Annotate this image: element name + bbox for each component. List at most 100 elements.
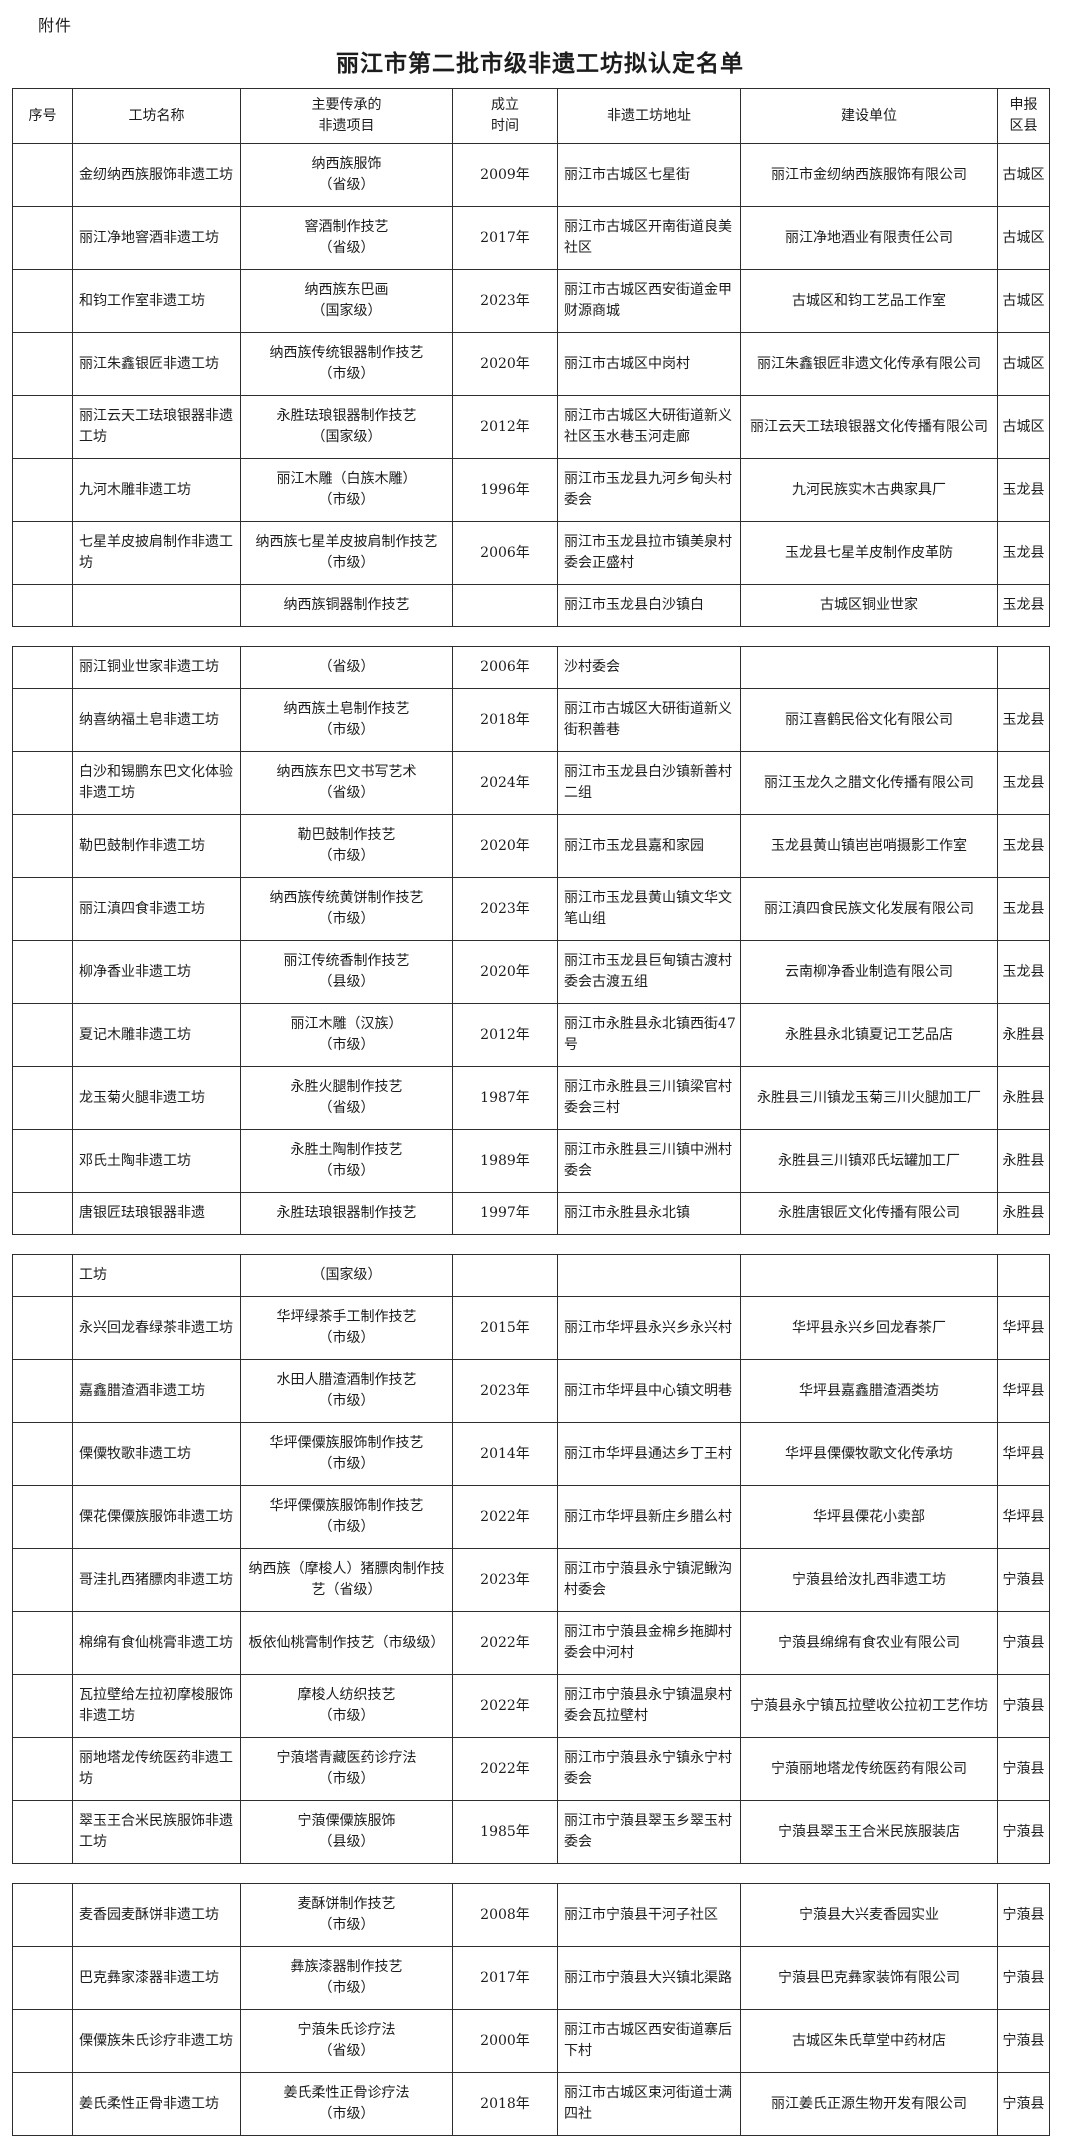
table-row: 工坊 （国家级） [12, 1254, 1050, 1297]
cell-county: 宁蒗县 [997, 1800, 1050, 1864]
cell-address: 丽江市宁蒗县金棉乡拖脚村委会中河村 [557, 1611, 741, 1675]
cell-founded-year: 1989年 [452, 1129, 558, 1193]
cell-heritage-item: 彝族漆器制作技艺 （市级） [240, 1946, 453, 2010]
cell-heritage-item: 纳西族东巴画 （国家级） [240, 269, 453, 333]
cell-builder: 丽江云天工珐琅银器文化传播有限公司 [740, 395, 998, 459]
cell-serial [12, 1611, 73, 1675]
cell-builder: 丽江市金纫纳西族服饰有限公司 [740, 143, 998, 207]
cell-heritage-item: 丽江木雕（白族木雕） （市级） [240, 458, 453, 522]
cell-serial [12, 1296, 73, 1360]
cell-county: 宁蒗县 [997, 2072, 1050, 2136]
cell-workshop-name: 白沙和锡鹏东巴文化体验非遗工坊 [72, 751, 241, 815]
cell-county [997, 1254, 1050, 1297]
cell-serial [12, 1674, 73, 1738]
cell-founded-year [452, 584, 558, 627]
cell-county: 宁蒗县 [997, 1674, 1050, 1738]
table-body: 金纫纳西族服饰非遗工坊 纳西族服饰 （省级） 2009年 丽江市古城区七星街 丽江市金纫… [12, 143, 1050, 627]
cell-founded-year: 1985年 [452, 1800, 558, 1864]
cell-county: 玉龙县 [997, 521, 1050, 585]
cell-founded-year: 2015年 [452, 1296, 558, 1360]
table-row: 丽地塔龙传统医药非遗工坊 宁蒗塔青藏医药诊疗法 （市级） 2022年 丽江市宁蒗县永宁… [12, 1737, 1050, 1801]
cell-county: 古城区 [997, 332, 1050, 396]
cell-county: 永胜县 [997, 1066, 1050, 1130]
cell-county: 玉龙县 [997, 584, 1050, 627]
column-header: 非遗工坊地址 [557, 88, 741, 144]
cell-heritage-item: 勒巴鼓制作技艺 （市级） [240, 814, 453, 878]
cell-heritage-item: （省级） [240, 646, 453, 689]
cell-county: 古城区 [997, 143, 1050, 207]
table-row: 姜氏柔性正骨非遗工坊 姜氏柔性正骨诊疗法 （市级） 2018年 丽江市古城区束河街道士… [12, 2072, 1050, 2136]
cell-address: 丽江市玉龙县白沙镇白 [557, 584, 741, 627]
cell-heritage-item: 纳西族（摩梭人）猪膘肉制作技艺（省级） [240, 1548, 453, 1612]
table-row: 翠玉王合米民族服饰非遗工坊 宁蒗傈僳族服饰 （县级） 1985年 丽江市宁蒗县翠玉乡翠… [12, 1800, 1050, 1864]
cell-workshop-name: 纳喜纳福土皂非遗工坊 [72, 688, 241, 752]
cell-serial [12, 1066, 73, 1130]
cell-county: 永胜县 [997, 1003, 1050, 1067]
cell-founded-year: 1997年 [452, 1192, 558, 1235]
cell-builder: 宁蒗丽地塔龙传统医药有限公司 [740, 1737, 998, 1801]
cell-builder: 玉龙县黄山镇岜岜哨摄影工作室 [740, 814, 998, 878]
cell-address: 丽江市玉龙县拉市镇美泉村委会正盛村 [557, 521, 741, 585]
cell-workshop-name: 丽江朱鑫银匠非遗工坊 [72, 332, 241, 396]
table-body: 丽江铜业世家非遗工坊 （省级） 2006年 沙村委会 纳喜纳福土皂非遗工坊 纳西族土皂制作… [12, 646, 1050, 1235]
cell-builder: 玉龙县七星羊皮制作皮革防 [740, 521, 998, 585]
cell-workshop-name: 傈僳族朱氏诊疗非遗工坊 [72, 2009, 241, 2073]
cell-county: 华坪县 [997, 1359, 1050, 1423]
cell-builder: 宁蒗县永宁镇瓦拉壁收公拉初工艺作坊 [740, 1674, 998, 1738]
cell-address: 丽江市玉龙县嘉和家园 [557, 814, 741, 878]
workshop-table: 麦香园麦酥饼非遗工坊 麦酥饼制作技艺 （市级） 2008年 丽江市宁蒗县干河子社区 宁蒗… [12, 1883, 1050, 2136]
cell-heritage-item: 永胜火腿制作技艺 （省级） [240, 1066, 453, 1130]
cell-heritage-item: 纳西族服饰 （省级） [240, 143, 453, 207]
cell-heritage-item: 华坪傈僳族服饰制作技艺 （市级） [240, 1485, 453, 1549]
cell-heritage-item: 华坪绿茶手工制作技艺 （市级） [240, 1296, 453, 1360]
table-row: 唐银匠珐琅银器非遗 永胜珐琅银器制作技艺 1997年 丽江市永胜县永北镇 永胜唐银匠文化… [12, 1192, 1050, 1235]
cell-workshop-name: 工坊 [72, 1254, 241, 1297]
cell-heritage-item: 宁蒗傈僳族服饰 （县级） [240, 1800, 453, 1864]
cell-county: 宁蒗县 [997, 1883, 1050, 1947]
table-row: 邓氏土陶非遗工坊 永胜土陶制作技艺 （市级） 1989年 丽江市永胜县三川镇中洲村委会… [12, 1129, 1050, 1193]
cell-county: 古城区 [997, 395, 1050, 459]
cell-serial [12, 1883, 73, 1947]
cell-founded-year: 2022年 [452, 1737, 558, 1801]
header-row: 序号 工坊名称 主要传承的 非遗项目 成立 时间 非遗工坊地址 建设单位 申报 区县 [12, 88, 1050, 144]
table-row: 傈僳牧歌非遗工坊 华坪傈僳族服饰制作技艺 （市级） 2014年 丽江市华坪县通达乡丁王… [12, 1422, 1050, 1486]
table-row: 傈花傈僳族服饰非遗工坊 华坪傈僳族服饰制作技艺 （市级） 2022年 丽江市华坪县新庄… [12, 1485, 1050, 1549]
cell-builder: 华坪县傈僳牧歌文化传承坊 [740, 1422, 998, 1486]
cell-workshop-name: 金纫纳西族服饰非遗工坊 [72, 143, 241, 207]
cell-builder: 云南柳净香业制造有限公司 [740, 940, 998, 1004]
cell-serial [12, 940, 73, 1004]
workshop-table: 工坊 （国家级） 永兴回龙春绿茶非遗工坊 华坪绿茶手工制作技艺 （市级） 2015年 丽江… [12, 1254, 1050, 1864]
cell-founded-year: 2006年 [452, 521, 558, 585]
cell-heritage-item: 纳西族传统银器制作技艺 （市级） [240, 332, 453, 396]
cell-address: 丽江市古城区束河街道士满四社 [557, 2072, 741, 2136]
cell-workshop-name: 丽地塔龙传统医药非遗工坊 [72, 1737, 241, 1801]
cell-founded-year: 2008年 [452, 1883, 558, 1947]
cell-county: 玉龙县 [997, 458, 1050, 522]
cell-workshop-name: 哥洼扎西猪膘肉非遗工坊 [72, 1548, 241, 1612]
cell-address: 丽江市永胜县三川镇梁官村委会三村 [557, 1066, 741, 1130]
cell-workshop-name: 嘉鑫腊渣酒非遗工坊 [72, 1359, 241, 1423]
cell-builder: 宁蒗县给汝扎西非遗工坊 [740, 1548, 998, 1612]
table-row: 九河木雕非遗工坊 丽江木雕（白族木雕） （市级） 1996年 丽江市玉龙县九河乡甸头村… [12, 458, 1050, 522]
cell-heritage-item: 宁蒗塔青藏医药诊疗法 （市级） [240, 1737, 453, 1801]
cell-founded-year [452, 1254, 558, 1297]
page-title: 丽江市第二批市级非遗工坊拟认定名单 [336, 50, 744, 77]
cell-serial [12, 143, 73, 207]
cell-county: 玉龙县 [997, 751, 1050, 815]
cell-county: 华坪县 [997, 1485, 1050, 1549]
cell-workshop-name: 傈僳牧歌非遗工坊 [72, 1422, 241, 1486]
cell-heritage-item: 华坪傈僳族服饰制作技艺 （市级） [240, 1422, 453, 1486]
table-segments: 序号 工坊名称 主要传承的 非遗项目 成立 时间 非遗工坊地址 建设单位 申报 区县 金纫纳… [12, 88, 1050, 2136]
cell-founded-year: 2024年 [452, 751, 558, 815]
cell-founded-year: 1996年 [452, 458, 558, 522]
cell-founded-year: 2006年 [452, 646, 558, 689]
cell-serial [12, 877, 73, 941]
cell-serial [12, 521, 73, 585]
cell-builder [740, 646, 998, 689]
cell-heritage-item: 永胜土陶制作技艺 （市级） [240, 1129, 453, 1193]
cell-founded-year: 2023年 [452, 877, 558, 941]
attachment-label: 附件 [38, 16, 73, 35]
cell-workshop-name: 丽江滇四食非遗工坊 [72, 877, 241, 941]
cell-county: 古城区 [997, 206, 1050, 270]
cell-county: 宁蒗县 [997, 1548, 1050, 1612]
